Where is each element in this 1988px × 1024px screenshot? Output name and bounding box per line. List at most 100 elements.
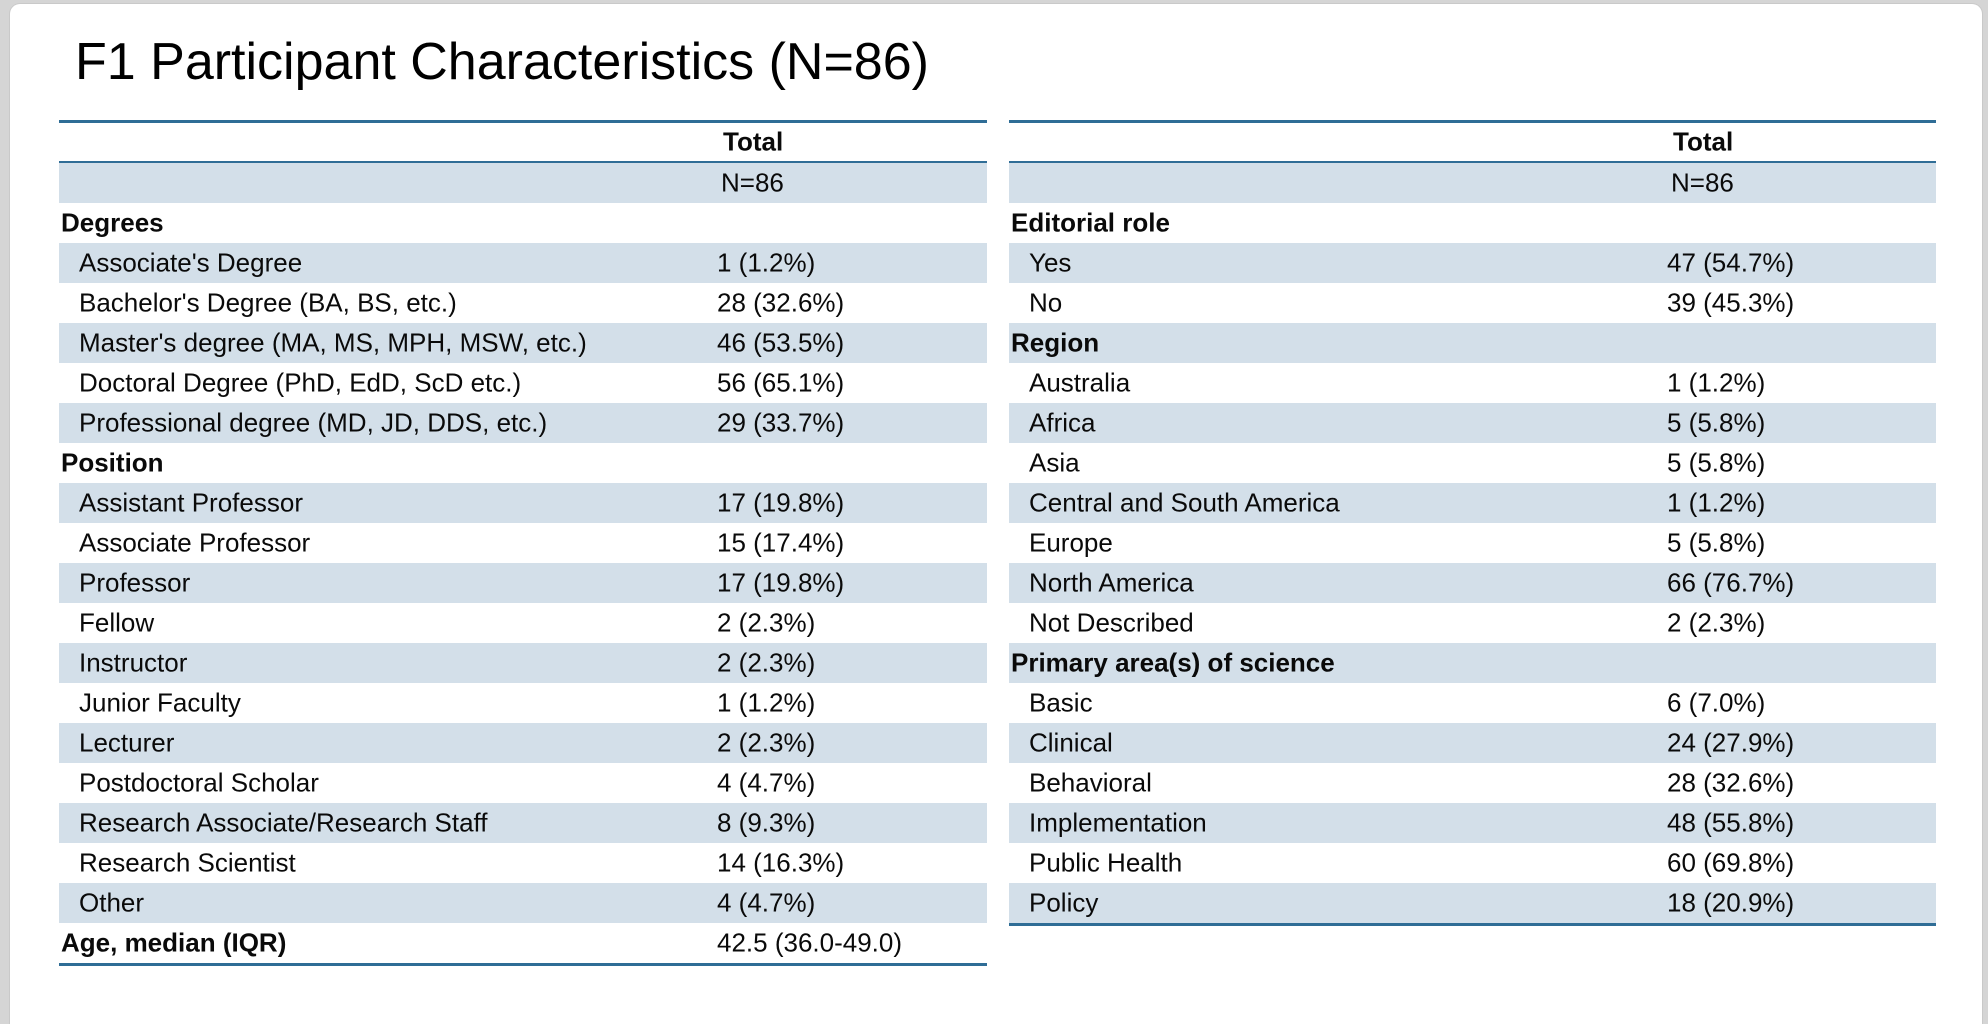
row-label: Associate's Degree <box>79 247 303 278</box>
row-value: 2 (2.3%) <box>717 607 816 638</box>
row-value: 29 (33.7%) <box>717 407 845 438</box>
table-row: Professor 17 (19.8%) <box>59 563 987 603</box>
table-row: Research Scientist 14 (16.3%) <box>59 843 987 883</box>
row-value: N=86 <box>1671 167 1734 198</box>
row-value: 28 (32.6%) <box>1667 767 1795 798</box>
row-value: 1 (1.2%) <box>1667 487 1766 518</box>
table-row: Not Described 2 (2.3%) <box>1009 603 1936 643</box>
row-label: Policy <box>1029 887 1099 918</box>
table-row: Australia 1 (1.2%) <box>1009 363 1936 403</box>
table-row: Implementation 48 (55.8%) <box>1009 803 1936 843</box>
row-value: 48 (55.8%) <box>1667 807 1795 838</box>
table-row: Lecturer 2 (2.3%) <box>59 723 987 763</box>
row-value: 66 (76.7%) <box>1667 567 1795 598</box>
row-label: Primary area(s) of science <box>1011 647 1335 678</box>
row-label: Postdoctoral Scholar <box>79 767 319 798</box>
row-value: 1 (1.2%) <box>717 247 816 278</box>
row-label: Assistant Professor <box>79 487 303 518</box>
row-label: Professor <box>79 567 191 598</box>
row-label: Degrees <box>61 207 164 238</box>
row-label: Editorial role <box>1011 207 1170 238</box>
table-row: Junior Faculty 1 (1.2%) <box>59 683 987 723</box>
total-column-header: Total <box>1673 126 1734 157</box>
row-value: 42.5 (36.0-49.0) <box>717 927 903 958</box>
table-row: Public Health 60 (69.8%) <box>1009 843 1936 883</box>
row-value: 46 (53.5%) <box>717 327 845 358</box>
table-row: North America 66 (76.7%) <box>1009 563 1936 603</box>
row-value: 60 (69.8%) <box>1667 847 1795 878</box>
table-row: Editorial role <box>1009 203 1936 243</box>
row-label: Australia <box>1029 367 1131 398</box>
row-label: No <box>1029 287 1063 318</box>
table-row: Research Associate/Research Staff 8 (9.3%… <box>59 803 987 843</box>
table-row: Degrees <box>59 203 987 243</box>
row-label: Research Scientist <box>79 847 296 878</box>
row-value: N=86 <box>721 167 784 198</box>
table-row: Associate's Degree 1 (1.2%) <box>59 243 987 283</box>
table-row: Primary area(s) of science <box>1009 643 1936 683</box>
row-label: Fellow <box>79 607 155 638</box>
row-label: Junior Faculty <box>79 687 241 718</box>
row-label: Age, median (IQR) <box>61 927 287 958</box>
row-label: Not Described <box>1029 607 1194 638</box>
table-row: Clinical 24 (27.9%) <box>1009 723 1936 763</box>
row-label: Yes <box>1029 247 1072 278</box>
row-value: 24 (27.9%) <box>1667 727 1795 758</box>
table-row: Fellow 2 (2.3%) <box>59 603 987 643</box>
row-label: Africa <box>1029 407 1096 438</box>
row-value: 47 (54.7%) <box>1667 247 1795 278</box>
row-value: 1 (1.2%) <box>1667 367 1766 398</box>
table-row: Instructor 2 (2.3%) <box>59 643 987 683</box>
row-value: 39 (45.3%) <box>1667 287 1795 318</box>
table-row: Assistant Professor 17 (19.8%) <box>59 483 987 523</box>
table-row: Europe 5 (5.8%) <box>1009 523 1936 563</box>
row-value: 17 (19.8%) <box>717 567 845 598</box>
row-value: 4 (4.7%) <box>717 767 816 798</box>
row-label: Professional degree (MD, JD, DDS, etc.) <box>79 407 548 438</box>
table-row: Central and South America 1 (1.2%) <box>1009 483 1936 523</box>
table-row: Associate Professor 15 (17.4%) <box>59 523 987 563</box>
row-label: Bachelor's Degree (BA, BS, etc.) <box>79 287 457 318</box>
table-body: N=86 Editorial role Yes 47 (54.7%) No 39 (45.… <box>1009 163 1936 923</box>
row-label: Implementation <box>1029 807 1207 838</box>
table-row: Yes 47 (54.7%) <box>1009 243 1936 283</box>
table-row: Professional degree (MD, JD, DDS, etc.) 2… <box>59 403 987 443</box>
table-row: Postdoctoral Scholar 4 (4.7%) <box>59 763 987 803</box>
row-label: Master's degree (MA, MS, MPH, MSW, etc.) <box>79 327 587 358</box>
table-row: Doctoral Degree (PhD, EdD, ScD etc.) 56 (… <box>59 363 987 403</box>
table-row: Asia 5 (5.8%) <box>1009 443 1936 483</box>
row-value: 4 (4.7%) <box>717 887 816 918</box>
table-row: Basic 6 (7.0%) <box>1009 683 1936 723</box>
characteristics-table-right: Total N=86 Editorial role Yes 47 (54.7%) No 3… <box>1009 120 1936 926</box>
table-row: Policy 18 (20.9%) <box>1009 883 1936 923</box>
table-row: Other 4 (4.7%) <box>59 883 987 923</box>
table-row: Age, median (IQR) 42.5 (36.0-49.0) <box>59 923 987 963</box>
row-label: Associate Professor <box>79 527 311 558</box>
row-value: 6 (7.0%) <box>1667 687 1766 718</box>
row-value: 56 (65.1%) <box>717 367 845 398</box>
total-column-header: Total <box>723 126 784 157</box>
row-value: 2 (2.3%) <box>717 727 816 758</box>
row-label: Other <box>79 887 145 918</box>
table-row: Behavioral 28 (32.6%) <box>1009 763 1936 803</box>
row-label: Research Associate/Research Staff <box>79 807 488 838</box>
table-row: No 39 (45.3%) <box>1009 283 1936 323</box>
table-header-row: Total <box>59 123 987 163</box>
table-row: N=86 <box>1009 163 1936 203</box>
row-label: Public Health <box>1029 847 1183 878</box>
row-label: Instructor <box>79 647 188 678</box>
table-row: Position <box>59 443 987 483</box>
row-label: Behavioral <box>1029 767 1152 798</box>
characteristics-table-left: Total N=86 Degrees Associate's Degree 1 (1.… <box>59 120 987 966</box>
row-label: Europe <box>1029 527 1113 558</box>
table-header-row: Total <box>1009 123 1936 163</box>
row-label: Central and South America <box>1029 487 1340 518</box>
row-value: 5 (5.8%) <box>1667 447 1766 478</box>
row-value: 2 (2.3%) <box>1667 607 1766 638</box>
table-row: N=86 <box>59 163 987 203</box>
row-value: 5 (5.8%) <box>1667 407 1766 438</box>
row-label: Lecturer <box>79 727 175 758</box>
page-title: F1 Participant Characteristics (N=86) <box>75 33 929 91</box>
row-label: Position <box>61 447 164 478</box>
